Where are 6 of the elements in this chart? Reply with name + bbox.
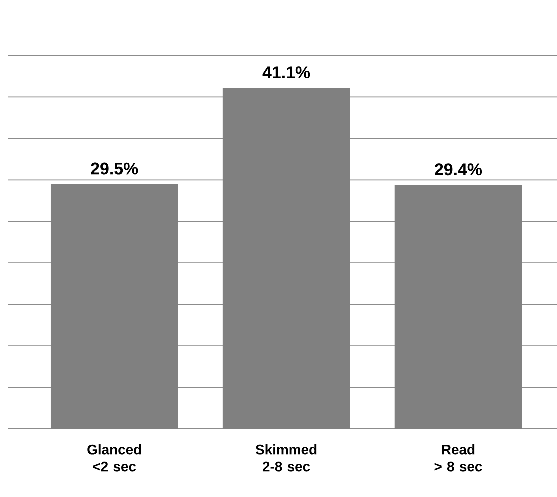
- data-label: 29.4%: [435, 164, 482, 176]
- data-label: 29.5%: [91, 162, 138, 175]
- x-tick-label: Glanced <2 sec: [88, 444, 142, 472]
- x-tick-label: Read > 8 sec: [434, 444, 482, 472]
- x-tick-label: Skimmed 2-8 sec: [256, 444, 317, 472]
- data-label: 41.1%: [262, 66, 310, 79]
